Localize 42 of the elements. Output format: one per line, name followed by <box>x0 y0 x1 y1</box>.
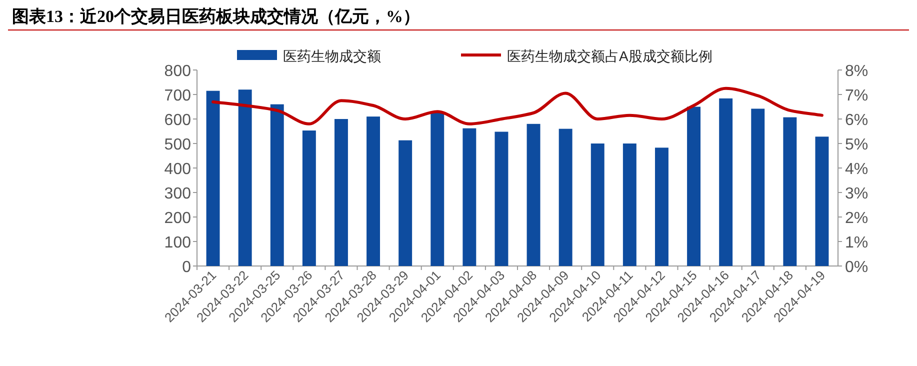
y2-tick-label: 3% <box>845 186 868 202</box>
bar <box>783 117 797 266</box>
bar <box>719 98 733 266</box>
bar <box>398 140 412 266</box>
bar <box>430 112 444 266</box>
y2-tick-label: 4% <box>845 161 868 178</box>
y-tick-label: 0 <box>182 259 192 276</box>
bar <box>494 132 508 266</box>
bar <box>238 90 252 266</box>
legend-label: 医药生物成交额 <box>283 48 381 64</box>
y2-tick-label: 0% <box>845 259 868 276</box>
legend-label: 医药生物成交额占A股成交额比例 <box>507 48 712 64</box>
y-tick-label: 800 <box>164 63 192 80</box>
bar <box>751 108 765 266</box>
bar <box>462 128 476 266</box>
y-tick-label: 200 <box>164 210 192 227</box>
y-tick-label: 600 <box>164 112 192 129</box>
y-tick-label: 300 <box>164 186 192 202</box>
bar <box>622 144 636 266</box>
y2-tick-label: 8% <box>845 63 868 80</box>
y-tick-label: 700 <box>164 88 192 104</box>
bar <box>815 136 829 266</box>
y-tick-label: 400 <box>164 161 192 178</box>
bar <box>590 144 604 266</box>
bar <box>654 148 668 266</box>
bar <box>206 90 220 266</box>
bar <box>270 104 284 266</box>
y2-tick-label: 5% <box>845 136 868 154</box>
bar <box>366 116 380 266</box>
bar <box>334 119 348 266</box>
y-tick-label: 500 <box>164 136 192 154</box>
y2-tick-label: 6% <box>845 112 868 129</box>
y2-tick-label: 1% <box>845 234 868 252</box>
y2-tick-label: 2% <box>845 210 868 227</box>
bar <box>558 128 572 266</box>
y2-tick-label: 7% <box>845 88 868 104</box>
line-series <box>212 86 824 126</box>
bar <box>302 130 316 266</box>
y-tick-label: 100 <box>164 234 192 252</box>
bar <box>526 124 540 266</box>
bar <box>687 106 701 266</box>
chart-title: 图表13：近20个交易日医药板块成交情况（亿元，%） <box>12 7 420 26</box>
